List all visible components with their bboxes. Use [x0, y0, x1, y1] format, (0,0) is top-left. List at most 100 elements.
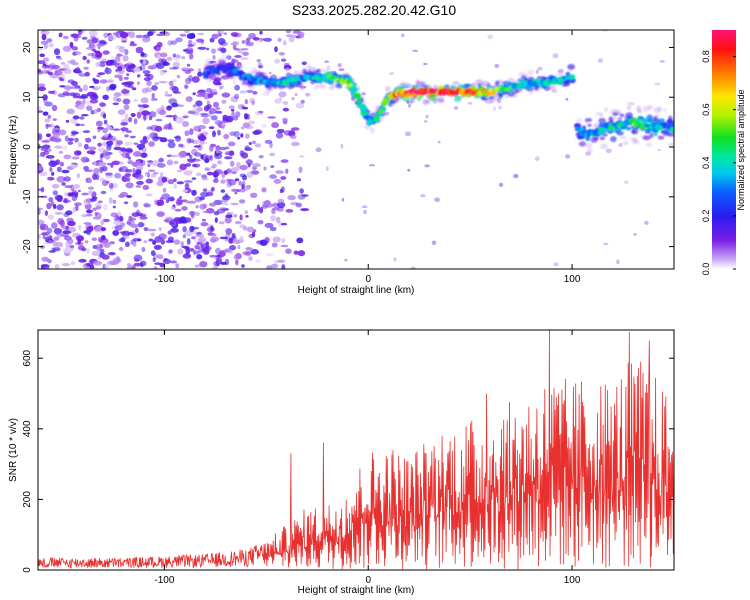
heatmap-noise-cell [168, 80, 174, 86]
heatmap-noise-cell [171, 86, 179, 93]
heatmap-noise-cell [152, 171, 159, 175]
heatmap-ridge-cell [507, 77, 515, 83]
heatmap-noise-cell [245, 215, 249, 218]
heatmap-noise-cell [53, 236, 60, 241]
heatmap-noise-cell [278, 91, 287, 98]
heatmap-noise-cell [201, 218, 206, 222]
heatmap-noise-cell [230, 96, 239, 103]
heatmap-noise-cell [40, 147, 49, 151]
heatmap-noise-cell [299, 188, 304, 194]
heatmap-noise-cell [83, 165, 89, 171]
heatmap-noise-cell [254, 143, 261, 148]
heatmap-noise-cell [431, 240, 437, 246]
heatmap-noise-cell [177, 248, 184, 255]
heatmap-noise-cell [118, 46, 126, 53]
heatmap-noise-cell [194, 265, 199, 268]
heatmap-noise-cell [99, 60, 107, 64]
heatmap-noise-cell [157, 54, 161, 59]
heatmap-noise-cell [224, 238, 229, 242]
heatmap-ridge-cell [466, 93, 472, 98]
heatmap-noise-cell [218, 32, 222, 37]
heatmap-noise-cell [63, 192, 69, 196]
heatmap-noise-cell [41, 65, 50, 69]
heatmap-noise-cell [191, 76, 200, 83]
heatmap-noise-cell [136, 81, 140, 85]
heatmap-noise-cell [60, 62, 66, 65]
heatmap-noise-cell [189, 225, 195, 233]
heatmap-noise-cell [165, 115, 175, 118]
heatmap-noise-cell [207, 233, 217, 237]
heatmap-noise-cell [91, 250, 101, 257]
heatmap-noise-cell [129, 135, 136, 139]
heatmap-noise-cell [133, 66, 141, 73]
heatmap-noise-cell [40, 264, 50, 268]
heatmap-noise-cell [188, 75, 193, 82]
heatmap-noise-cell [114, 74, 123, 79]
heatmap-noise-cell [200, 191, 209, 198]
heatmap-noise-cell [241, 152, 249, 159]
heatmap-noise-cell [263, 166, 267, 171]
heatmap-noise-cell [101, 58, 107, 62]
heatmap-noise-cell [46, 202, 52, 210]
heatmap-noise-cell [618, 143, 623, 147]
heatmap-noise-cell [116, 54, 124, 57]
heatmap-noise-cell [315, 147, 322, 153]
heatmap-noise-cell [256, 204, 260, 210]
heatmap-noise-cell [183, 180, 193, 183]
heatmap-noise-cell [83, 198, 91, 205]
heatmap-ridge-cell [625, 126, 632, 131]
heatmap-noise-cell [135, 34, 144, 39]
heatmap-noise-cell [126, 130, 132, 134]
heatmap-noise-cell [83, 222, 92, 225]
heatmap-ridge-cell [326, 65, 331, 71]
heatmap-noise-cell [168, 249, 173, 254]
heatmap-noise-cell [257, 220, 264, 225]
heatmap-noise-cell [231, 111, 235, 118]
heatmap-noise-cell [167, 230, 172, 235]
heatmap-noise-cell [187, 200, 197, 204]
heatmap-noise-cell [137, 74, 141, 78]
heatmap-noise-cell [141, 246, 146, 253]
heatmap-noise-cell [78, 88, 83, 92]
heatmap-noise-cell [42, 57, 50, 62]
heatmap-noise-cell [127, 160, 134, 165]
heatmap-noise-cell [297, 31, 305, 37]
heatmap-noise-cell [280, 244, 289, 248]
heatmap-noise-cell [52, 247, 61, 252]
heatmap-noise-cell [82, 55, 87, 61]
heatmap-noise-cell [117, 211, 122, 217]
heatmap-noise-cell [295, 102, 305, 109]
heatmap-ridge-cell [410, 99, 415, 103]
heatmap-ridge-cell [210, 74, 217, 81]
heatmap-noise-cell [181, 67, 189, 70]
heatmap-noise-cell [102, 150, 109, 157]
heatmap-noise-cell [285, 30, 292, 34]
heatmap-noise-cell [111, 160, 120, 166]
heatmap-noise-cell [274, 46, 278, 53]
heatmap-noise-cell [135, 185, 142, 188]
heatmap-noise-cell [195, 100, 203, 107]
heatmap-noise-cell [128, 31, 136, 39]
heatmap-noise-cell [285, 209, 294, 213]
heatmap-noise-cell [197, 46, 207, 50]
heatmap-noise-cell [63, 154, 72, 160]
heatmap-noise-cell [38, 86, 47, 91]
heatmap-noise-cell [81, 114, 89, 117]
heatmap-ridge-cell [622, 141, 629, 146]
heatmap-noise-cell [124, 173, 131, 178]
heatmap-noise-cell [301, 194, 309, 197]
heatmap-noise-cell [220, 179, 226, 184]
heatmap-noise-cell [277, 198, 285, 204]
heatmap-noise-cell [124, 141, 133, 146]
heatmap-noise-cell [68, 226, 76, 233]
heatmap-noise-cell [213, 101, 219, 108]
heatmap-noise-cell [75, 51, 82, 55]
heatmap-noise-cell [304, 92, 311, 97]
heatmap-ridge-cell [299, 86, 305, 91]
heatmap-noise-cell [154, 236, 163, 243]
heatmap-noise-cell [171, 79, 177, 83]
heatmap-noise-cell [159, 52, 168, 58]
heatmap-noise-cell [264, 200, 271, 207]
spectrogram-y-tick-label: -20 [22, 239, 33, 254]
heatmap-noise-cell [45, 133, 52, 138]
